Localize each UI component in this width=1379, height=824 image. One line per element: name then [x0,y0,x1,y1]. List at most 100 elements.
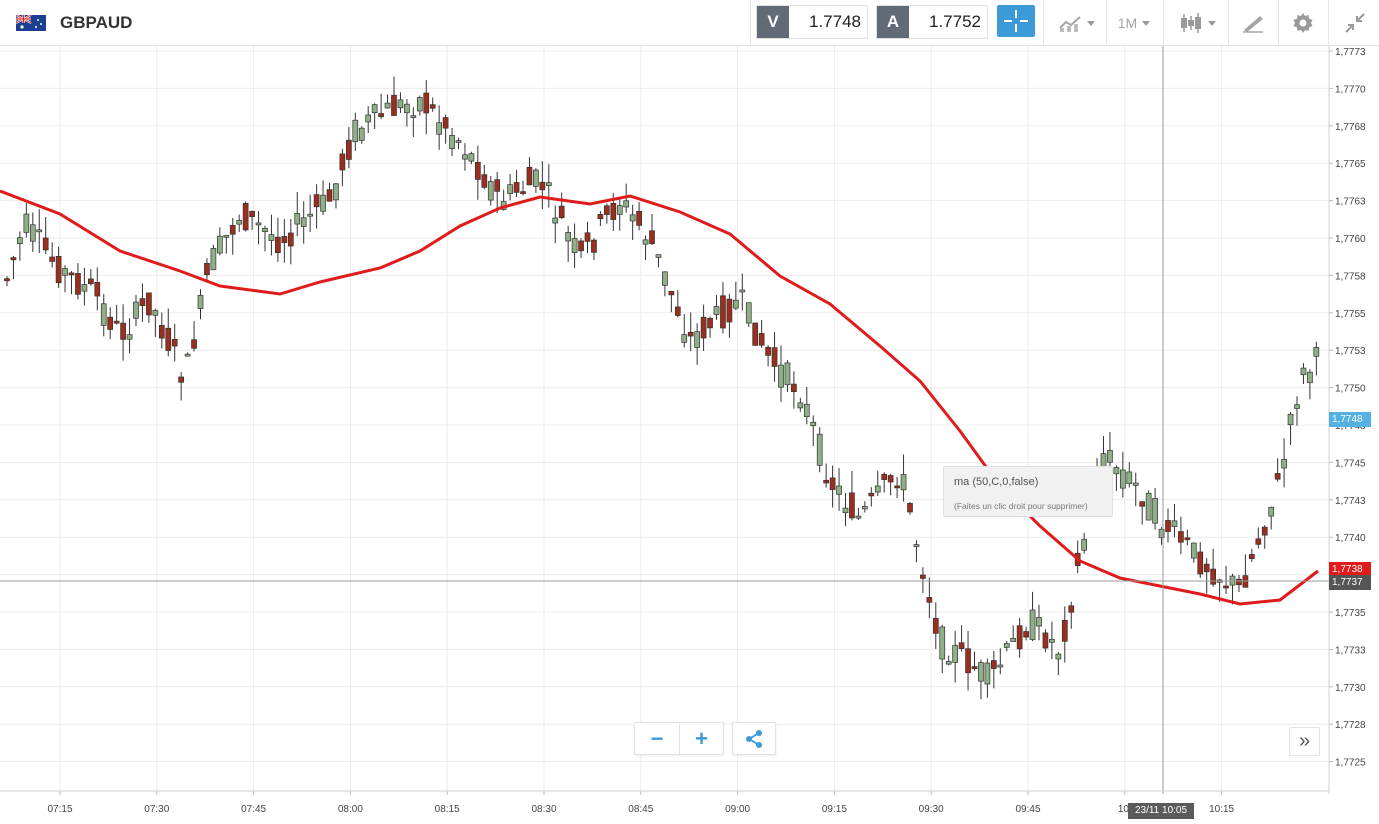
candle [462,143,468,171]
share-button[interactable] [732,722,776,755]
candle [520,180,526,196]
candle [926,577,933,619]
price-tick-label: 1,7763 [1335,197,1366,208]
flag-icon [16,15,46,31]
candle-style-button[interactable] [1172,6,1222,40]
candle [533,168,539,194]
candle [1190,542,1197,563]
price-tick-label: 1,7750 [1335,384,1366,395]
candle [81,267,88,306]
collapse-button[interactable] [1338,6,1372,40]
tooltip-hint: (Faites un clic droit pour supprimer) [954,501,1088,511]
ask-price-button[interactable]: A 1.7752 [876,5,988,39]
time-tick-label: 08:15 [435,804,460,815]
zoom-in-button[interactable]: + [679,723,723,754]
candle [1061,606,1068,663]
crosshair-button[interactable] [997,5,1035,37]
candle [990,651,997,689]
candle [346,127,352,169]
candle [758,320,765,348]
candle [475,145,481,200]
candle [1132,472,1139,507]
candle [1107,431,1113,469]
share-icon [746,729,762,748]
candle [75,263,81,300]
candle [1236,574,1242,593]
pencil-icon [1243,16,1263,33]
candle [1016,617,1023,658]
candle [1255,527,1262,549]
chevron-down-icon [1086,20,1095,26]
candle [662,271,668,297]
chevron-down-icon [1142,20,1151,26]
candle [294,192,301,237]
toolbar-divider [1328,0,1329,46]
price-tick-label: 1,7768 [1335,122,1366,133]
candle [1242,554,1249,588]
time-tick-label: 07:15 [47,804,72,815]
candle [810,415,817,447]
candle [1229,573,1236,605]
bid-price-button[interactable]: V 1.7748 [756,5,868,39]
candle [126,318,133,354]
candle [945,655,952,666]
candle [275,217,281,262]
candle [868,487,875,507]
candle [171,323,178,362]
candle [791,371,797,409]
price-tick-label: 1,7745 [1335,458,1366,469]
chart-type-button[interactable] [1052,6,1100,40]
candle [1145,490,1152,521]
time-tick-label: 09:30 [919,804,944,815]
candle [133,294,139,327]
crosshair-icon [1004,10,1028,32]
candlesticks [4,76,1320,700]
candle [1178,516,1184,555]
candle [739,273,746,311]
candle [649,214,655,246]
candle [23,203,30,238]
candle [68,271,75,295]
candle [281,219,288,263]
time-tick-label: 07:45 [241,804,266,815]
candle [107,307,114,340]
candle [849,471,855,521]
timeframe-dropdown[interactable]: 1M [1112,6,1156,40]
price-tick-label: 1,7760 [1335,234,1366,245]
candle [1029,591,1036,642]
toolbar-divider [1163,0,1164,46]
settings-button[interactable] [1286,6,1320,40]
time-tick-label: 10: [1118,804,1132,815]
candle [784,360,791,392]
candle [545,164,552,208]
zoom-out-button[interactable]: − [650,725,664,751]
price-tick-label: 1,7740 [1335,533,1366,544]
candle [1049,621,1055,660]
toolbar-divider [1043,0,1044,46]
candle [597,211,604,226]
candle [313,184,320,229]
instrument-symbol: GBPAUD [60,13,133,32]
candle [674,290,681,318]
grid [0,46,1333,795]
drawing-tools-button[interactable] [1236,6,1270,40]
time-tick-label: 09:00 [725,804,750,815]
price-tick-label: 1,7743 [1335,496,1366,507]
candle [55,246,62,288]
price-chart[interactable]: 1,7773 1,7770 1,7768 1,7765 1,7763 1,7760 1,77… [0,46,1379,824]
candle [558,192,565,220]
candle [184,352,191,357]
candle [429,97,436,112]
candle [371,103,378,129]
moving-average-line[interactable] [0,189,1319,606]
price-tick-label: 1,7758 [1335,271,1366,282]
price-axis-labels: 1,7773 1,7770 1,7768 1,7765 1,7763 1,7760 1,77… [1335,47,1366,769]
candle [1261,525,1268,549]
bid-value: 1.7748 [809,12,861,31]
scroll-to-latest-button[interactable]: » [1289,727,1320,756]
candle [584,221,591,254]
time-tick-label: 09:15 [822,804,847,815]
candle [287,219,294,265]
candle [113,304,120,325]
